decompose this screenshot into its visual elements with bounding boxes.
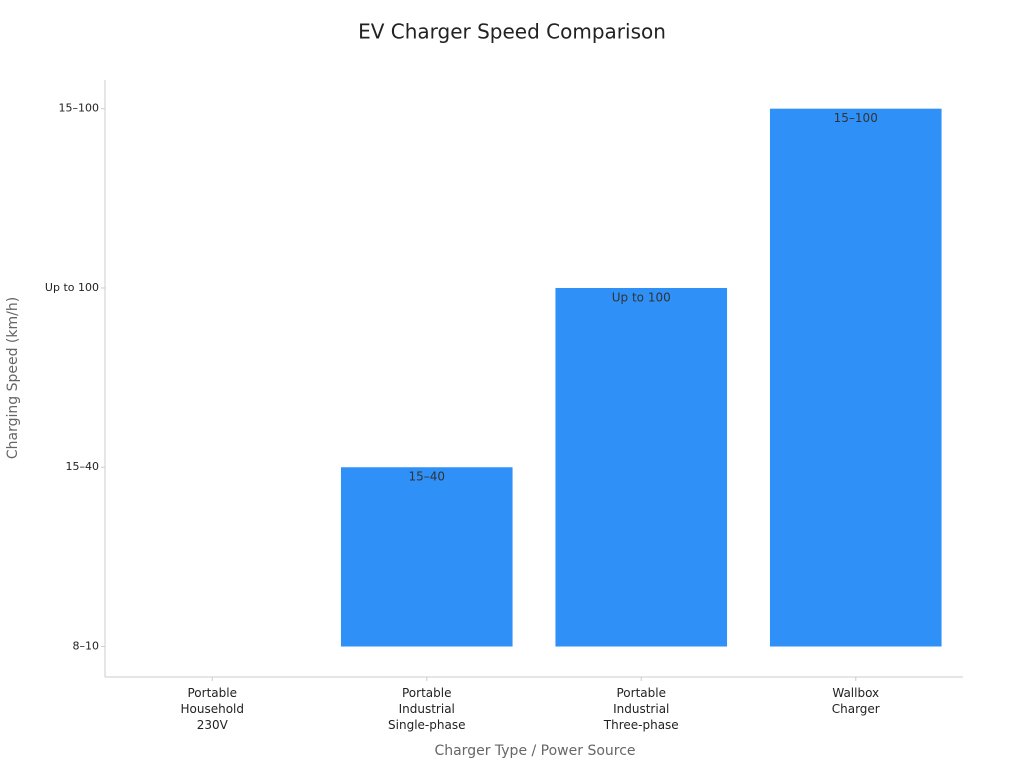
y-axis-label: Charging Speed (km/h) xyxy=(5,297,21,459)
y-tick-label: 15–100 xyxy=(59,102,100,115)
value-label: 15–100 xyxy=(834,111,878,125)
y-tick-label: 8–10 xyxy=(73,640,100,653)
x-tick-label: Portable Household 230V xyxy=(180,686,244,732)
value-label: 15–40 xyxy=(408,470,445,484)
bar xyxy=(769,108,942,647)
x-axis-label: Charger Type / Power Source xyxy=(434,743,635,759)
chart-title: EV Charger Speed Comparison xyxy=(358,20,666,44)
y-tick-label: Up to 100 xyxy=(45,281,99,294)
bar xyxy=(555,287,728,647)
x-tick-label: Wallbox Charger xyxy=(831,686,880,716)
bar xyxy=(340,467,513,647)
value-label: Up to 100 xyxy=(612,290,671,304)
y-tick-label: 15–40 xyxy=(66,460,100,473)
x-tick-label: Portable Industrial Three-phase xyxy=(603,686,679,732)
x-tick-label: Portable Industrial Single-phase xyxy=(388,686,466,732)
